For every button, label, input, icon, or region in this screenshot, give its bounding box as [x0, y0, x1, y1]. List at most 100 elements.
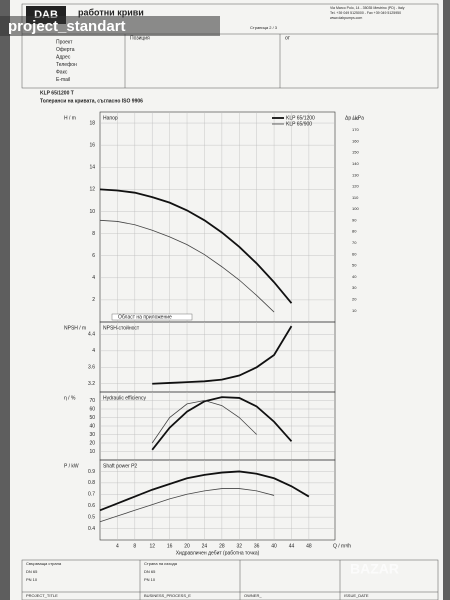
- tolerance: Толеранси на кривата, съгласно ISO 9906: [40, 98, 143, 104]
- field-label: Телефон: [56, 62, 77, 68]
- field-label: Факс: [56, 69, 68, 75]
- footer-label: ISSUE_DATE: [344, 593, 369, 598]
- y2-tick-label: 110: [352, 195, 359, 200]
- doc-title: работни криви: [78, 7, 144, 17]
- y-tick-label: 6: [92, 253, 95, 259]
- panel-title: Shaft power P2: [103, 463, 137, 469]
- x-tick-label: 40: [271, 543, 277, 549]
- y2-tick-label: 100: [352, 206, 359, 211]
- y-axis-label: η / %: [64, 395, 76, 401]
- y2-tick-label: 20: [352, 296, 357, 301]
- footer-cell: Свързваща страна: [26, 561, 62, 566]
- curve: [99, 188, 293, 304]
- y-tick-label: 10: [89, 449, 95, 455]
- y2-tick-label: 70: [352, 240, 357, 245]
- y-tick-label: 4: [92, 348, 95, 354]
- y2-tick-label: 130: [352, 172, 359, 177]
- footer-cell: DN 65: [26, 569, 38, 574]
- page-number: Страница 2 / 3: [250, 25, 278, 30]
- y2-tick-label: 140: [352, 161, 359, 166]
- footer-label: BUSINESS_PROCESS_E: [144, 593, 191, 598]
- col-label: Позиция: [130, 35, 150, 41]
- y2-tick-label: 150: [352, 150, 359, 155]
- y2-tick-label: 10: [352, 308, 357, 313]
- phone: Tel. +39 049 5125000 - Fax +39 049 51259…: [330, 11, 401, 15]
- footer-cell: Страна на изхода: [144, 561, 178, 566]
- y-tick-label: 4: [92, 275, 95, 281]
- footer-label: OWNER_: [244, 593, 262, 598]
- x-tick-label: 44: [289, 543, 295, 549]
- y2-tick-label: 40: [352, 274, 357, 279]
- y-axis-label: NPSH / m: [64, 325, 86, 331]
- x-tick-label: 32: [236, 543, 242, 549]
- curve: [99, 488, 275, 523]
- y-tick-label: 16: [89, 142, 95, 148]
- field-label: Адрес: [56, 54, 71, 60]
- y-tick-label: 50: [89, 415, 95, 421]
- x-tick-label: 24: [202, 543, 208, 549]
- footer-cell: PN 10: [26, 577, 38, 582]
- y-tick-label: 0.5: [88, 514, 95, 520]
- y-tick-label: 0.7: [88, 492, 95, 498]
- footer-cell: DN 65: [144, 569, 156, 574]
- y-tick-label: 18: [89, 120, 95, 126]
- y2-tick-label: 90: [352, 217, 357, 222]
- y-tick-label: 0.9: [88, 469, 95, 475]
- y-tick-label: 3.6: [88, 365, 95, 371]
- y-tick-label: 10: [89, 209, 95, 215]
- range-label: Област на приложение: [118, 314, 172, 320]
- legend-label: KLP 65/900: [286, 121, 312, 127]
- x-tick-label: 20: [184, 543, 190, 549]
- watermark: project_standart: [8, 18, 126, 35]
- footer-box: [21, 559, 439, 600]
- y-tick-label: 20: [89, 440, 95, 446]
- y-tick-label: 12: [89, 187, 95, 193]
- panel-title: NPSH-стойност: [103, 324, 140, 331]
- y-tick-label: 60: [89, 406, 95, 412]
- x-tick-label: 48: [306, 543, 312, 549]
- y-tick-label: 8: [92, 231, 95, 237]
- curve: [99, 219, 275, 313]
- field-label: Проект: [56, 39, 73, 45]
- y-tick-label: 0.8: [88, 480, 95, 486]
- watermark: BAZAR: [350, 561, 399, 577]
- y2-tick-label: 80: [352, 229, 357, 234]
- y2-tick-label: 120: [352, 184, 359, 189]
- y-tick-label: 3.2: [88, 381, 95, 387]
- footer-cell: PN 10: [144, 577, 156, 582]
- panel-title: Напор: [103, 115, 118, 121]
- watermark-bg: [0, 16, 220, 36]
- address: Via Marco Polo, 14 - 35035 Mestrino (PD)…: [330, 6, 405, 10]
- plot-frame: [99, 459, 336, 541]
- y-axis-label: H / m: [64, 115, 76, 121]
- y-tick-label: 0.4: [88, 526, 95, 532]
- y2-tick-label: 170: [352, 127, 359, 132]
- x-tick-label: 16: [167, 543, 173, 549]
- x-tick-label: 12: [149, 543, 155, 549]
- col-label: от: [285, 35, 291, 41]
- legend-label: KLP 65/1200: [286, 115, 315, 121]
- y-axis-label: P / kW: [64, 463, 79, 469]
- y2-tick-label: 60: [352, 251, 357, 256]
- y-tick-label: 0.6: [88, 503, 95, 509]
- curve: [152, 325, 293, 385]
- x-tick-label: 36: [254, 543, 260, 549]
- y2-tick-label: 50: [352, 263, 357, 268]
- y-tick-label: 30: [89, 432, 95, 438]
- panel-title: Hydraulic efficiency: [103, 395, 146, 401]
- x-axis-label: Хидравличен дебит (работна точка): [176, 550, 260, 556]
- y2-tick-label: 160: [352, 138, 359, 143]
- y2-tick-label: 30: [352, 285, 357, 290]
- y2-tick-label: 180: [352, 116, 359, 121]
- footer-label: PROJECT_TITLE: [26, 593, 58, 598]
- y-tick-label: 14: [89, 165, 95, 171]
- y-tick-label: 4.4: [88, 332, 95, 338]
- web: www.dabpumps.com: [330, 16, 362, 20]
- header-box: [21, 3, 439, 89]
- x-tick-label: 4: [116, 543, 119, 549]
- curve: [99, 470, 310, 512]
- range-box: [111, 313, 193, 321]
- y-tick-label: 2: [92, 297, 95, 303]
- y2-axis-label: Δp / kPa: [345, 115, 364, 121]
